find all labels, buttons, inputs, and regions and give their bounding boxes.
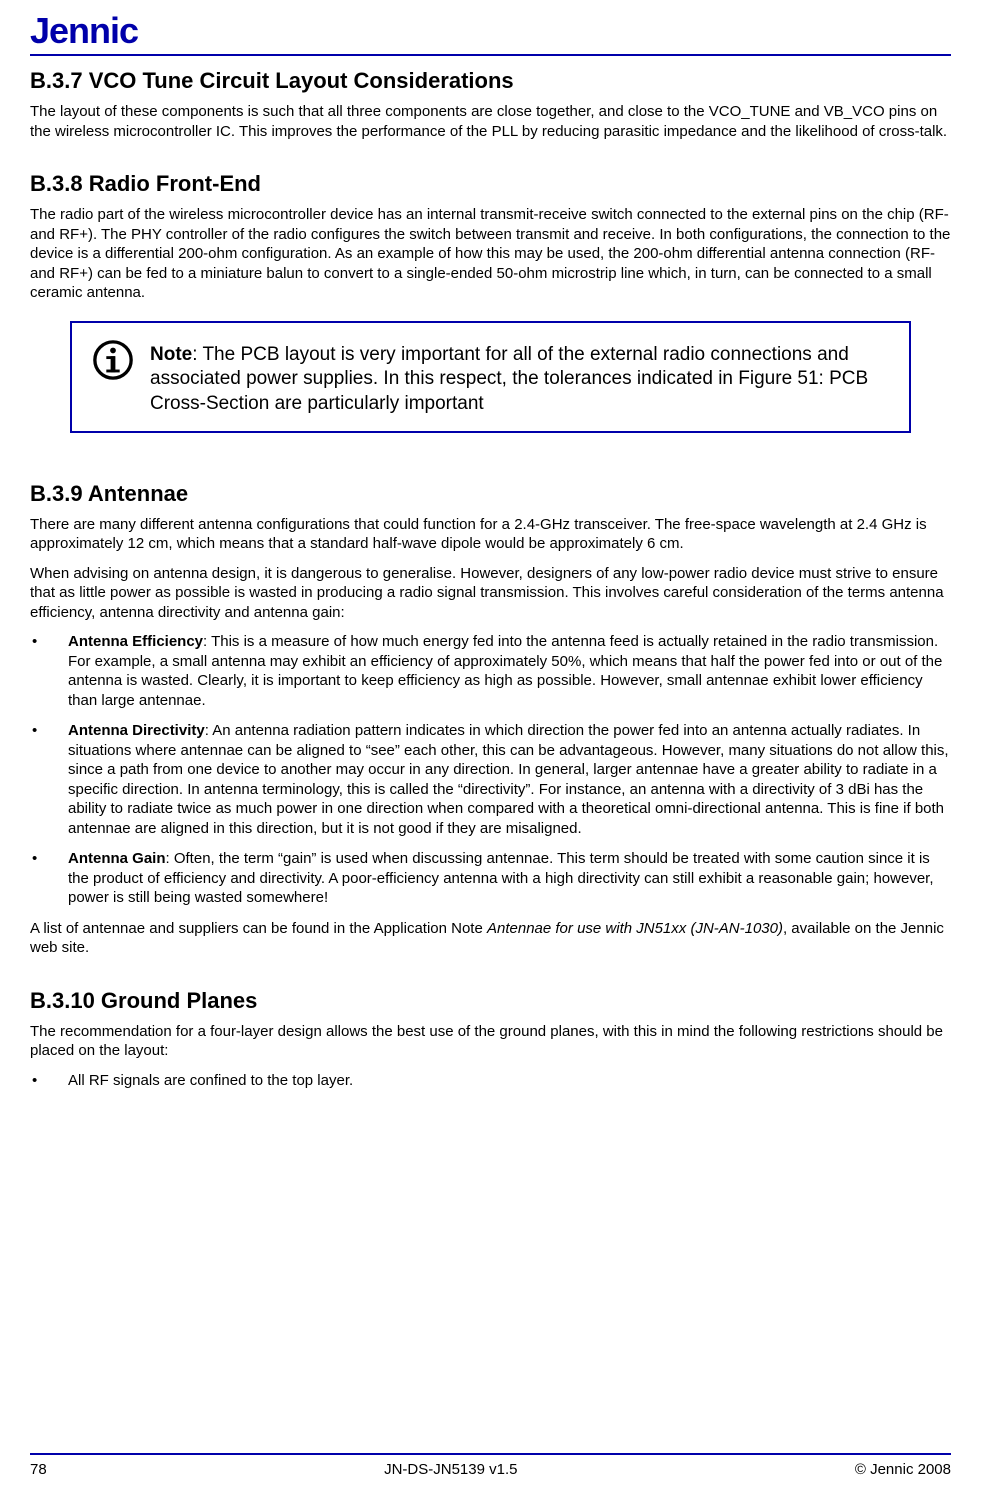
bullet-marker: • [30, 1071, 68, 1091]
antenna-terms-list: • Antenna Efficiency: This is a measure … [30, 632, 951, 908]
list-item: • Antenna Efficiency: This is a measure … [30, 632, 951, 710]
page-footer: 78 JN-DS-JN5139 v1.5 © Jennic 2008 [30, 1453, 951, 1478]
brand-logo: Jennic [30, 10, 951, 52]
ground-plane-list: • All RF signals are confined to the top… [30, 1071, 951, 1091]
bullet-text: All RF signals are confined to the top l… [68, 1071, 951, 1091]
footer-row: 78 JN-DS-JN5139 v1.5 © Jennic 2008 [30, 1461, 951, 1478]
note-text: Note: The PCB layout is very important f… [150, 337, 889, 417]
bullet-content: Antenna Gain: Often, the term “gain” is … [68, 849, 951, 908]
bullet-content: Antenna Directivity: An antenna radiatio… [68, 721, 951, 838]
p3-pre: A list of antennae and suppliers can be … [30, 920, 487, 937]
note-body: : The PCB layout is very important for a… [150, 344, 868, 414]
bullet-marker: • [30, 721, 68, 838]
header-rule [30, 54, 951, 56]
list-item: • Antenna Gain: Often, the term “gain” i… [30, 849, 951, 908]
doc-id: JN-DS-JN5139 v1.5 [384, 1461, 517, 1478]
note-label: Note [150, 344, 192, 365]
bullet-text: : Often, the term “gain” is used when di… [68, 850, 934, 906]
bullet-label: Antenna Directivity [68, 722, 205, 739]
info-icon [92, 339, 134, 386]
para-b37-1: The layout of these components is such t… [30, 102, 951, 141]
heading-b39: B.3.9 Antennae [30, 481, 951, 507]
para-b38-1: The radio part of the wireless microcont… [30, 205, 951, 303]
list-item: • All RF signals are confined to the top… [30, 1071, 951, 1091]
heading-b310: B.3.10 Ground Planes [30, 988, 951, 1014]
note-box: Note: The PCB layout is very important f… [70, 321, 911, 433]
heading-b37: B.3.7 VCO Tune Circuit Layout Considerat… [30, 68, 951, 94]
page-number: 78 [30, 1461, 47, 1478]
para-b39-3: A list of antennae and suppliers can be … [30, 919, 951, 958]
list-item: • Antenna Directivity: An antenna radiat… [30, 721, 951, 838]
copyright: © Jennic 2008 [855, 1461, 951, 1478]
bullet-marker: • [30, 849, 68, 908]
p3-em: Antennae for use with JN51xx (JN-AN-1030… [487, 920, 783, 937]
heading-b38: B.3.8 Radio Front-End [30, 171, 951, 197]
bullet-text: : An antenna radiation pattern indicates… [68, 722, 949, 837]
para-b39-1: There are many different antenna configu… [30, 515, 951, 554]
bullet-label: Antenna Efficiency [68, 633, 203, 650]
para-b39-2: When advising on antenna design, it is d… [30, 564, 951, 623]
para-b310-1: The recommendation for a four-layer desi… [30, 1022, 951, 1061]
bullet-content: Antenna Efficiency: This is a measure of… [68, 632, 951, 710]
bullet-label: Antenna Gain [68, 850, 166, 867]
footer-rule [30, 1453, 951, 1455]
bullet-marker: • [30, 632, 68, 710]
